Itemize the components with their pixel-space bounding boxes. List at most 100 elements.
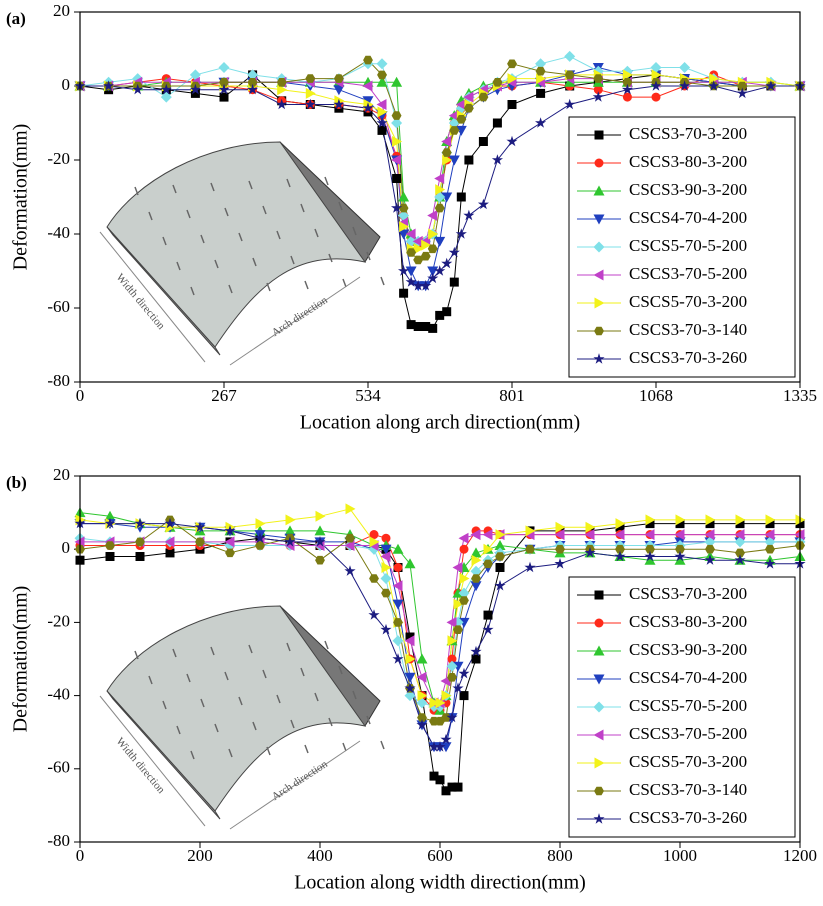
marker — [525, 544, 535, 554]
marker — [105, 541, 115, 550]
legend-marker — [593, 701, 605, 713]
marker — [674, 550, 686, 562]
marker — [735, 514, 746, 526]
shell-edge — [106, 226, 221, 356]
legend-marker — [593, 185, 605, 196]
plot-frame — [79, 11, 801, 383]
stud — [190, 750, 195, 760]
marker — [421, 322, 431, 331]
marker — [284, 536, 296, 547]
legend-marker — [593, 269, 604, 281]
marker — [449, 277, 459, 287]
marker — [554, 529, 565, 541]
marker — [333, 85, 345, 96]
marker — [735, 548, 745, 558]
y-tick-label: -80 — [47, 371, 70, 390]
marker — [134, 517, 146, 529]
marker — [483, 543, 494, 555]
marker — [453, 598, 464, 610]
marker — [434, 236, 446, 247]
marker — [399, 221, 410, 233]
marker — [276, 98, 288, 110]
marker — [734, 529, 745, 541]
marker — [483, 610, 493, 620]
marker — [525, 525, 536, 537]
marker — [650, 80, 662, 91]
marker — [765, 544, 775, 554]
marker — [435, 775, 445, 785]
marker — [464, 155, 474, 165]
marker — [535, 66, 546, 76]
marker — [219, 92, 229, 102]
stud — [224, 207, 229, 217]
marker — [564, 98, 576, 110]
marker — [103, 80, 115, 91]
marker — [376, 99, 387, 110]
x-tick-label: 1335 — [783, 386, 817, 405]
marker — [764, 529, 775, 541]
marker — [405, 228, 416, 240]
stud — [304, 744, 309, 754]
marker — [417, 690, 428, 702]
marker — [459, 544, 469, 554]
marker — [405, 276, 417, 287]
y-axis-label: Deformation(mm) — [10, 586, 32, 733]
marker — [644, 550, 656, 562]
marker — [440, 742, 452, 753]
marker — [412, 279, 424, 291]
marker — [420, 251, 431, 261]
stud — [286, 642, 291, 652]
marker — [314, 536, 326, 547]
marker — [345, 533, 355, 543]
stud — [266, 282, 271, 292]
legend-label: CSCS3-90-3-200 — [629, 180, 747, 199]
marker — [218, 62, 230, 73]
marker — [398, 265, 410, 276]
legend-marker — [594, 158, 604, 168]
width-arrow — [99, 231, 206, 363]
marker — [164, 517, 176, 529]
y-tick-label: -20 — [47, 611, 70, 630]
legend-label: CSCS4-70-4-200 — [629, 668, 747, 687]
marker — [135, 552, 145, 561]
marker — [704, 529, 715, 541]
marker — [405, 653, 416, 665]
x-tick-label: 1000 — [663, 846, 697, 865]
stud — [186, 673, 191, 683]
stud — [162, 700, 167, 710]
marker — [224, 525, 236, 536]
stud — [248, 180, 253, 190]
stud — [162, 236, 167, 246]
x-tick-label: 400 — [307, 846, 333, 865]
marker — [393, 618, 403, 627]
legend-label: CSCS5-70-5-200 — [629, 696, 747, 715]
marker — [471, 554, 482, 566]
marker — [381, 562, 392, 573]
marker — [453, 782, 463, 792]
marker — [455, 228, 467, 239]
marker — [478, 92, 489, 102]
marker — [471, 574, 481, 583]
marker — [614, 529, 625, 541]
marker — [416, 671, 427, 683]
marker — [413, 243, 424, 255]
marker — [615, 518, 626, 530]
x-tick-label: 801 — [499, 386, 525, 405]
marker — [506, 135, 518, 147]
marker — [315, 555, 325, 565]
marker — [679, 80, 691, 91]
marker — [675, 514, 686, 526]
legend-label: CSCS3-70-3-260 — [629, 808, 747, 827]
marker — [304, 98, 316, 110]
marker — [614, 550, 626, 562]
x-tick-label: 800 — [547, 846, 573, 865]
marker — [441, 257, 453, 269]
marker — [427, 244, 438, 254]
marker — [416, 653, 428, 664]
arch-arrow — [229, 740, 361, 830]
marker — [452, 682, 464, 693]
marker — [362, 96, 374, 107]
marker — [470, 645, 482, 657]
legend-label: CSCS3-70-3-260 — [629, 348, 747, 367]
stud — [338, 665, 343, 675]
